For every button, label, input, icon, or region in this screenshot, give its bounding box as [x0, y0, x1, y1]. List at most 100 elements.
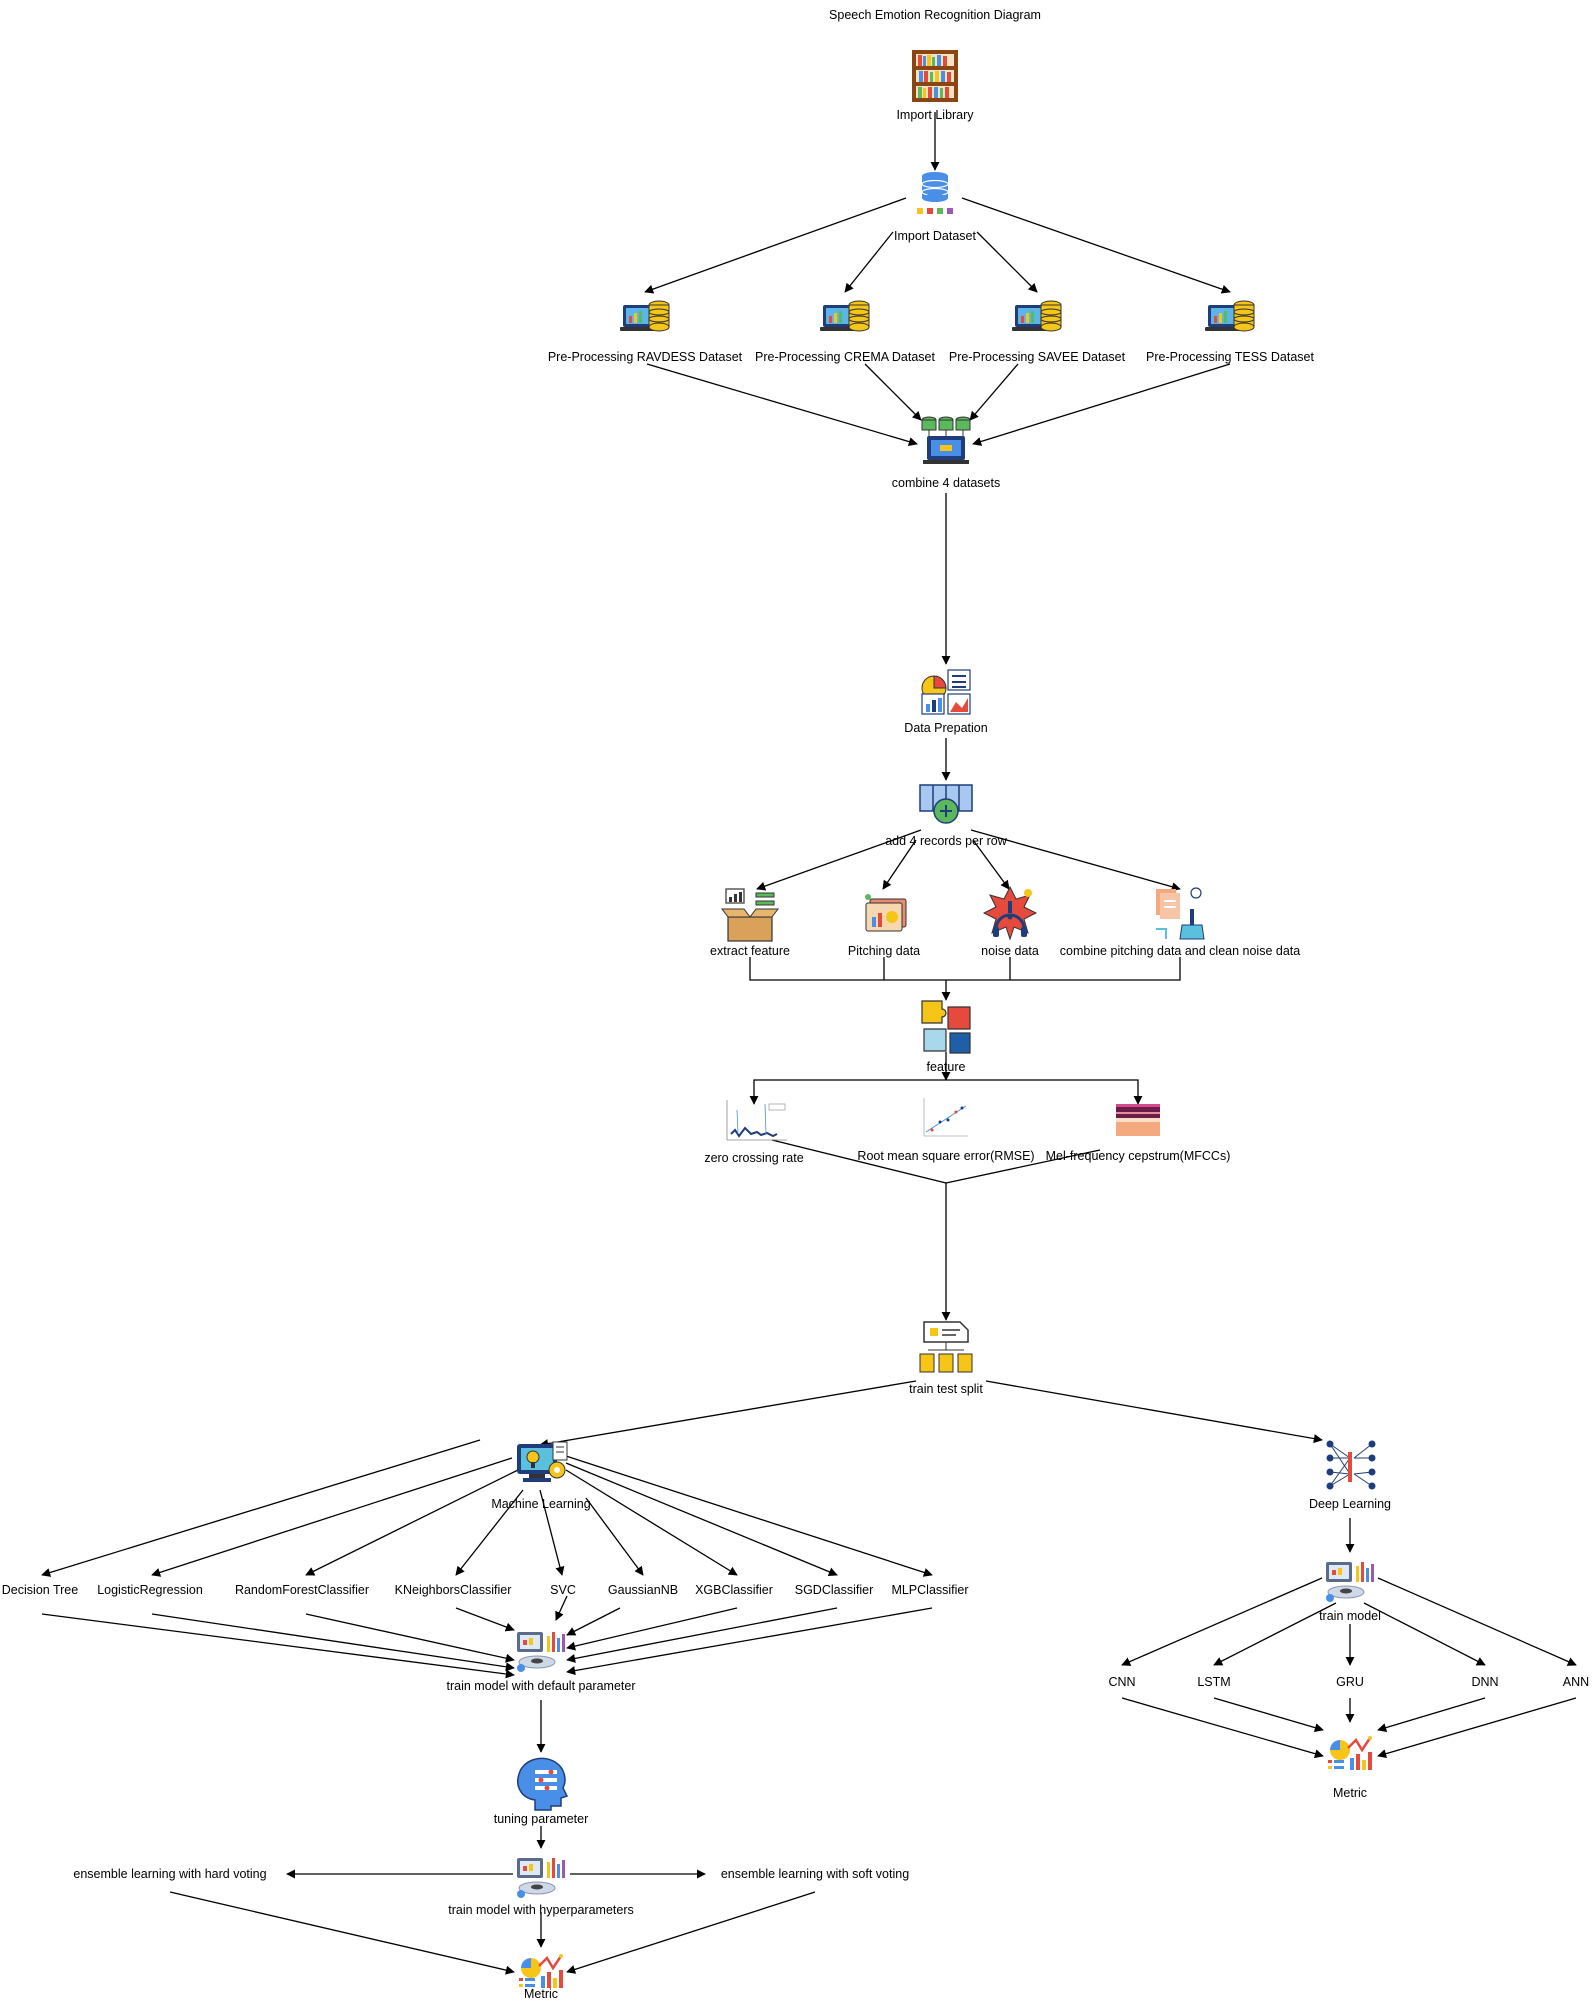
- node-import-dataset[interactable]: Import Dataset: [894, 172, 977, 243]
- node-import-library[interactable]: Import Library: [896, 50, 974, 122]
- metric-charts-icon: [517, 1952, 565, 1990]
- node-label: train model with default parameter: [447, 1679, 636, 1693]
- node-dnn[interactable]: DNN: [1471, 1675, 1498, 1689]
- node-svc[interactable]: SVC: [550, 1583, 576, 1597]
- edge-svc-train: [555, 1595, 568, 1621]
- edge-soft-metric: [566, 1891, 816, 1974]
- node-label: Data Prepation: [904, 721, 987, 735]
- node-label: combine pitching data and clean noise da…: [1060, 944, 1300, 958]
- edge-savee-combine: [969, 363, 1019, 421]
- node-dt[interactable]: Decision Tree: [2, 1583, 78, 1597]
- edge-dt-train: [41, 1613, 515, 1679]
- bookshelf-icon: [912, 50, 958, 102]
- node-ann[interactable]: ANN: [1563, 1675, 1589, 1689]
- edge-knn-train: [455, 1607, 515, 1632]
- edge-zcr-join: [771, 1139, 947, 1184]
- node-metric-ml[interactable]: Metric: [517, 1952, 565, 2001]
- node-soft-voting[interactable]: ensemble learning with soft voting: [721, 1867, 909, 1881]
- node-label: SVC: [550, 1583, 576, 1597]
- node-rmse[interactable]: Root mean square error(RMSE): [857, 1098, 1035, 1163]
- node-label: Decision Tree: [2, 1583, 78, 1597]
- edge-mlp-train: [566, 1607, 933, 1676]
- node-gru[interactable]: GRU: [1336, 1675, 1364, 1689]
- node-extract-feature[interactable]: extract feature: [710, 888, 790, 958]
- edge-crema-combine: [864, 363, 922, 421]
- edge-add-combinepn: [970, 829, 1181, 892]
- node-mlp[interactable]: MLPClassifier: [891, 1583, 968, 1597]
- node-knn[interactable]: KNeighborsClassifier: [395, 1583, 512, 1597]
- node-ml[interactable]: Machine Learning: [491, 1441, 591, 1511]
- head-settings-icon: [517, 1757, 569, 1811]
- node-train-default[interactable]: train model with default parameter: [447, 1631, 636, 1693]
- node-feature[interactable]: feature: [921, 1000, 971, 1074]
- node-label: LogisticRegression: [97, 1583, 203, 1597]
- edge-ml-rf: [305, 1469, 519, 1576]
- clean-document-icon: [1156, 887, 1205, 940]
- edge-dataset-tess: [961, 197, 1231, 294]
- node-label: train model: [1319, 1609, 1381, 1623]
- node-hard-voting[interactable]: ensemble learning with hard voting: [73, 1867, 266, 1881]
- edge-ann-metric: [1377, 1697, 1577, 1759]
- node-pitching[interactable]: Pitching data: [848, 894, 920, 958]
- node-label: GRU: [1336, 1675, 1364, 1689]
- edge-ml-knn: [455, 1489, 524, 1576]
- training-workstation-icon: [1325, 1561, 1375, 1603]
- node-label: Import Library: [896, 108, 974, 122]
- node-label: ensemble learning with hard voting: [73, 1867, 266, 1881]
- node-gnb[interactable]: GaussianNB: [608, 1583, 678, 1597]
- edge-hard-metric: [169, 1891, 515, 1975]
- edge-ml-sgd: [565, 1462, 838, 1577]
- node-pp-crema[interactable]: Pre-Processing CREMA Dataset: [755, 300, 935, 364]
- node-label: Deep Learning: [1309, 1497, 1391, 1511]
- node-cnn[interactable]: CNN: [1108, 1675, 1135, 1689]
- node-label: noise data: [981, 944, 1039, 958]
- node-zcr[interactable]: zero crossing rate: [704, 1100, 804, 1165]
- node-combine[interactable]: combine 4 datasets: [892, 416, 1000, 490]
- node-combine-pitch-noise[interactable]: combine pitching data and clean noise da…: [1060, 887, 1300, 958]
- node-tuning[interactable]: tuning parameter: [494, 1757, 589, 1826]
- node-pp-ravdess[interactable]: Pre-Processing RAVDESS Dataset: [548, 300, 743, 364]
- node-dl[interactable]: Deep Learning: [1309, 1440, 1391, 1512]
- node-lstm[interactable]: LSTM: [1197, 1675, 1230, 1689]
- edge-dataset-crema: [844, 231, 894, 293]
- node-lr[interactable]: LogisticRegression: [97, 1583, 203, 1597]
- edge-xgb-train: [566, 1607, 738, 1651]
- edge-ml-gnb: [585, 1497, 644, 1576]
- node-label: Machine Learning: [491, 1497, 590, 1511]
- feature-box-icon: [721, 888, 779, 942]
- node-train-hyper[interactable]: train model with hyperparameters: [448, 1857, 634, 1917]
- edge-ml-svc: [539, 1489, 565, 1576]
- edge-train-ann: [1377, 1577, 1577, 1666]
- node-train-dl[interactable]: train model: [1319, 1561, 1381, 1623]
- node-data-prep[interactable]: Data Prepation: [904, 669, 988, 735]
- edge-dataset-savee: [976, 231, 1038, 293]
- node-label: SGDClassifier: [795, 1583, 874, 1597]
- node-label: CNN: [1108, 1675, 1135, 1689]
- node-label: MLPClassifier: [891, 1583, 968, 1597]
- node-split[interactable]: train test split: [909, 1321, 983, 1396]
- edge-merge-bus: [749, 957, 1181, 981]
- training-workstation-icon: [516, 1631, 566, 1673]
- node-noise[interactable]: noise data: [981, 885, 1039, 958]
- combine-datasets-icon: [921, 416, 971, 464]
- node-rf[interactable]: RandomForestClassifier: [235, 1583, 369, 1597]
- node-metric-dl[interactable]: Metric: [1326, 1734, 1374, 1800]
- node-add-records[interactable]: add 4 records per row: [885, 784, 1008, 848]
- node-mfcc[interactable]: Mel-frequency cepstrum(MFCCs): [1046, 1104, 1231, 1163]
- node-label: ensemble learning with soft voting: [721, 1867, 909, 1881]
- node-label: feature: [927, 1060, 966, 1074]
- noise-icon: [982, 885, 1038, 941]
- node-label: Mel-frequency cepstrum(MFCCs): [1046, 1149, 1231, 1163]
- node-pp-tess[interactable]: Pre-Processing TESS Dataset: [1146, 300, 1314, 364]
- node-sgd[interactable]: SGDClassifier: [795, 1583, 874, 1597]
- node-label: Pre-Processing RAVDESS Dataset: [548, 350, 743, 364]
- edge-rf-train: [305, 1613, 515, 1663]
- node-label: add 4 records per row: [885, 834, 1008, 848]
- node-pp-savee[interactable]: Pre-Processing SAVEE Dataset: [949, 300, 1126, 364]
- database-icon: [917, 172, 953, 214]
- edge-add-pitching: [882, 839, 917, 890]
- node-label: tuning parameter: [494, 1812, 589, 1826]
- edge-branch-bus: [753, 1079, 1139, 1103]
- node-xgb[interactable]: XGBClassifier: [695, 1583, 773, 1597]
